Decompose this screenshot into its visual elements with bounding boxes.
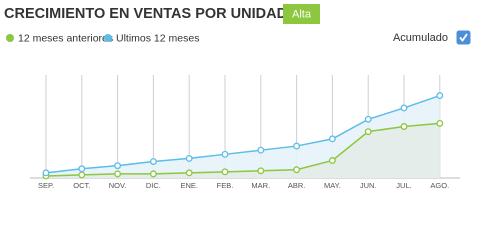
legend-marker bbox=[104, 34, 112, 42]
chart-title: CRECIMIENTO EN VENTAS POR UNIDADES bbox=[4, 6, 307, 22]
point bbox=[114, 170, 122, 178]
point bbox=[257, 167, 265, 175]
x-tick-label: SEP. bbox=[38, 181, 54, 190]
point bbox=[293, 142, 301, 150]
point bbox=[221, 150, 229, 158]
legend-label: Ultimos 12 meses bbox=[116, 32, 199, 44]
point bbox=[436, 119, 444, 127]
point bbox=[149, 158, 157, 165]
point bbox=[364, 115, 372, 123]
checkmark bbox=[459, 33, 468, 42]
point bbox=[42, 169, 50, 177]
point bbox=[149, 170, 157, 178]
point bbox=[114, 162, 122, 170]
badge-bg bbox=[283, 4, 320, 24]
point bbox=[185, 154, 193, 162]
point bbox=[364, 128, 372, 136]
point bbox=[78, 165, 86, 173]
point bbox=[328, 157, 336, 164]
legend-label: 12 meses anteriores bbox=[18, 32, 113, 44]
point bbox=[257, 146, 265, 154]
point bbox=[293, 166, 301, 174]
x-tick-label: MAY. bbox=[324, 181, 341, 190]
x-tick-label: ABR. bbox=[288, 181, 306, 190]
x-tick-label: NOV. bbox=[109, 181, 127, 190]
x-tick-label: OCT. bbox=[73, 181, 90, 190]
checkbox[interactable] bbox=[456, 30, 471, 45]
plot: SEP. OCT. NOV. DIC. ENE. FEB. MAR. ABR. MAY. JUN.… bbox=[30, 75, 460, 190]
legend: 12 meses anteriores Ultimos 12 meses bbox=[6, 32, 199, 44]
x-tick-label: AGO. bbox=[430, 181, 449, 190]
point bbox=[185, 169, 193, 177]
point bbox=[400, 104, 408, 112]
chart: CRECIMIENTO EN VENTAS POR UNIDADES Alta … bbox=[4, 4, 471, 190]
x-tick-label: FEB. bbox=[217, 181, 234, 190]
page: {"chart_data": {"type": "line", "title":… bbox=[4, 4, 471, 190]
x-tick-label: DIC. bbox=[146, 181, 161, 190]
point bbox=[400, 123, 408, 130]
line bbox=[45, 122, 440, 177]
point bbox=[221, 168, 229, 176]
x-tick-label: ENE. bbox=[180, 181, 198, 190]
point bbox=[436, 92, 444, 100]
area bbox=[46, 123, 440, 178]
x-tick-label: JUL. bbox=[396, 181, 411, 190]
point bbox=[328, 135, 336, 143]
badge: Alta bbox=[292, 8, 312, 20]
line bbox=[45, 94, 441, 174]
x-tick-label: JUN. bbox=[360, 181, 377, 190]
x-tick-label: MAR. bbox=[251, 181, 270, 190]
legend-marker bbox=[6, 34, 14, 42]
point bbox=[78, 171, 86, 179]
toggle-label: Acumulado bbox=[393, 32, 448, 44]
